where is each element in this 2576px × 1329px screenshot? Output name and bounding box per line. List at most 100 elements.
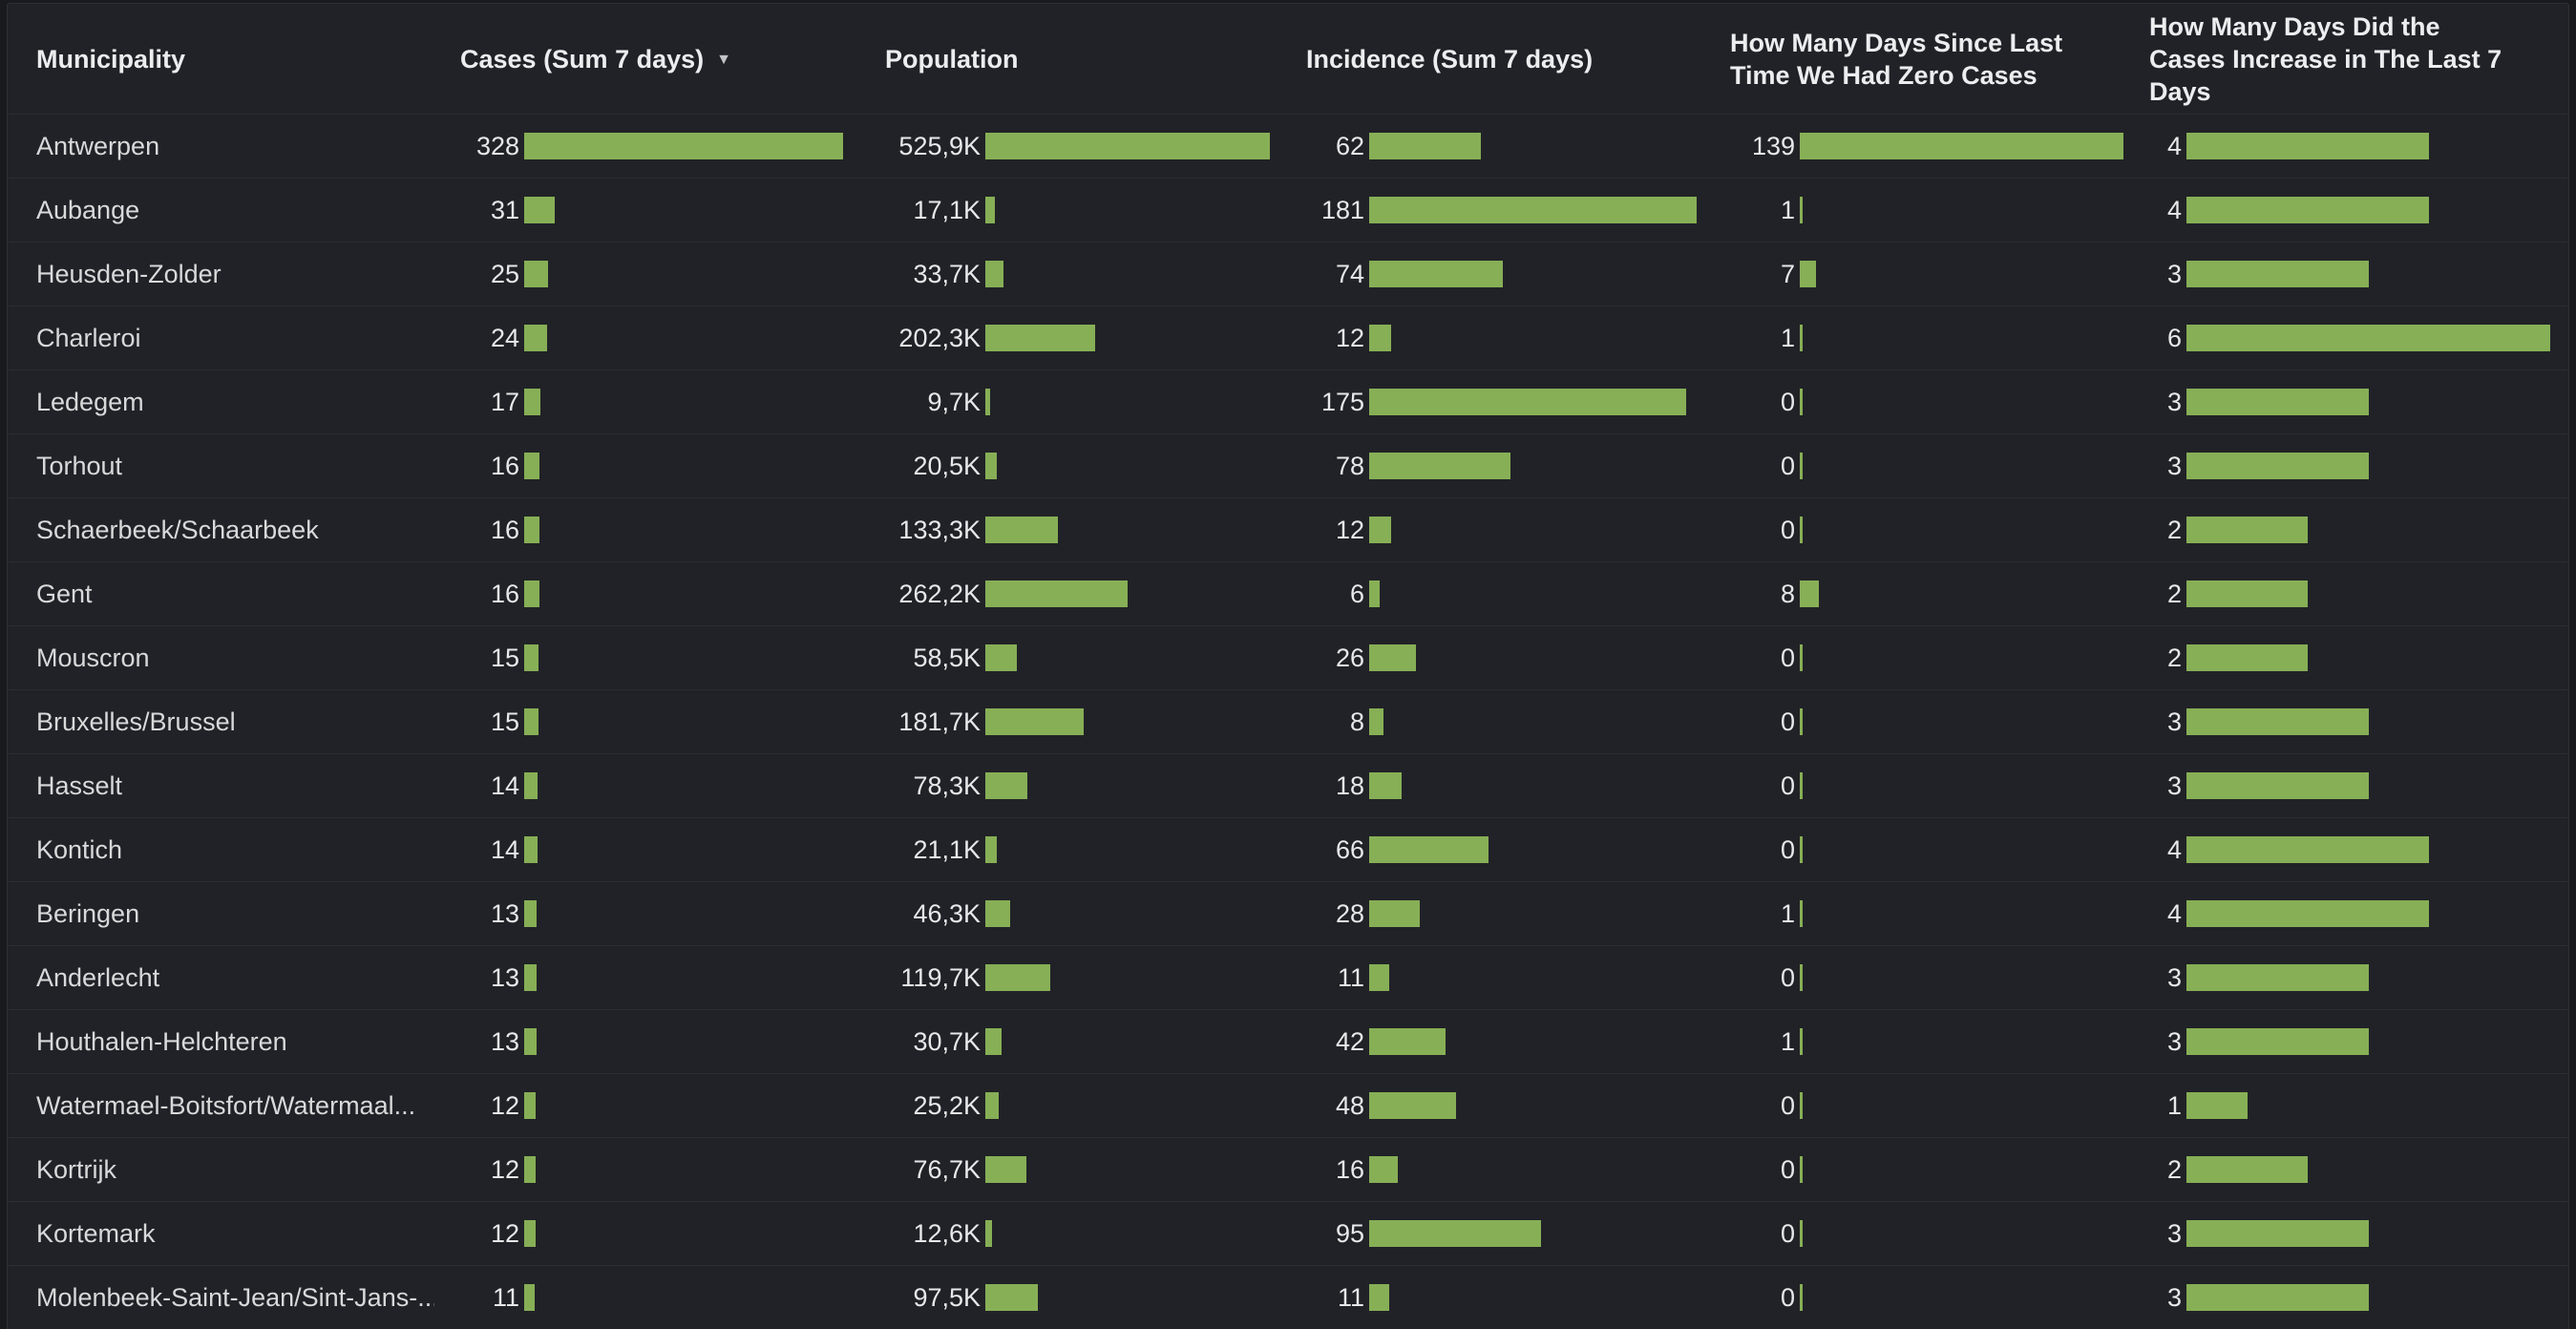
days-since-zero-gauge-track: [1800, 580, 2123, 607]
days-since-zero-value: 0: [1780, 707, 1795, 736]
population-cell: 262,2K: [861, 562, 1288, 625]
days-increase-gauge-bar: [2186, 389, 2369, 415]
days-since-zero-value: 7: [1780, 259, 1795, 288]
cases-gauge-bar: [524, 1092, 537, 1119]
days-since-zero-cell: 0: [1715, 498, 2142, 561]
days-since-zero-gauge-bar: [1800, 197, 1803, 223]
column-header-cases[interactable]: Cases (Sum 7 days) ▼: [434, 4, 861, 114]
population-gauge-bar: [985, 1092, 1000, 1119]
cases-gauge-bar: [524, 772, 538, 799]
incidence-value: 18: [1335, 770, 1364, 800]
days-since-zero-value: 0: [1780, 1090, 1795, 1120]
population-value: 119,7K: [900, 962, 981, 992]
table-row: Houthalen-Helchteren 13 30,7K 42 1 3: [8, 1009, 2568, 1073]
incidence-gauge-track: [1369, 644, 1697, 671]
cases-cell: 12: [434, 1138, 861, 1201]
days-increase-gauge-track: [2186, 580, 2550, 607]
population-gauge-track: [985, 1220, 1270, 1247]
municipality-cell: Torhout: [36, 451, 123, 480]
days-since-zero-gauge-bar: [1800, 580, 1819, 607]
population-value: 12,6K: [913, 1218, 981, 1248]
municipality-cell: Aubange: [36, 195, 140, 224]
table-row: Bruxelles/Brussel 15 181,7K 8 0 3: [8, 689, 2568, 753]
cases-gauge-track: [524, 453, 843, 479]
cases-value: 17: [490, 387, 519, 416]
days-since-zero-gauge-bar: [1800, 325, 1803, 351]
days-since-zero-cell: 8: [1715, 562, 2142, 625]
cases-gauge-bar: [524, 1028, 538, 1055]
municipality-cell: Watermael-Boitsfort/Watermaal...: [36, 1090, 416, 1120]
sort-desc-icon: ▼: [716, 51, 731, 68]
column-header-incidence[interactable]: Incidence (Sum 7 days): [1288, 4, 1715, 114]
municipality-cell: Molenbeek-Saint-Jean/Sint-Jans-...: [36, 1282, 434, 1312]
population-cell: 9,7K: [861, 370, 1288, 433]
cases-value: 328: [475, 131, 519, 160]
incidence-cell: 74: [1288, 243, 1715, 306]
days-increase-gauge-bar: [2186, 1092, 2248, 1119]
cases-gauge-bar: [524, 900, 538, 927]
population-value: 133,3K: [898, 515, 981, 544]
population-cell: 58,5K: [861, 626, 1288, 689]
incidence-gauge-bar: [1369, 836, 1489, 863]
table-panel: Municipality Cases (Sum 7 days) ▼ Popula…: [7, 3, 2569, 1329]
municipality-cell: Bruxelles/Brussel: [36, 707, 236, 736]
days-increase-value: 2: [2166, 579, 2182, 608]
municipality-cell: Ledegem: [36, 387, 144, 416]
cases-gauge-bar: [524, 453, 540, 479]
cases-gauge-track: [524, 964, 843, 991]
days-since-zero-gauge-bar: [1800, 708, 1803, 735]
days-increase-cell: 3: [2142, 1010, 2568, 1073]
population-value: 46,3K: [913, 898, 981, 928]
population-cell: 119,7K: [861, 946, 1288, 1009]
column-header-days-since-zero[interactable]: How Many Days Since Last Time We Had Zer…: [1715, 4, 2142, 114]
population-gauge-track: [985, 644, 1270, 671]
days-since-zero-gauge-bar: [1800, 133, 2123, 159]
population-value: 17,1K: [913, 195, 981, 224]
municipality-cell: Hasselt: [36, 770, 123, 800]
population-value: 25,2K: [913, 1090, 981, 1120]
incidence-cell: 11: [1288, 946, 1715, 1009]
cases-gauge-track: [524, 1284, 843, 1311]
incidence-gauge-track: [1369, 900, 1697, 927]
days-increase-gauge-bar: [2186, 517, 2308, 543]
population-gauge-bar: [985, 517, 1058, 543]
days-increase-cell: 4: [2142, 115, 2568, 178]
cases-gauge-bar: [524, 708, 539, 735]
population-gauge-track: [985, 325, 1270, 351]
days-increase-gauge-track: [2186, 517, 2550, 543]
days-increase-gauge-track: [2186, 453, 2550, 479]
days-increase-cell: 3: [2142, 243, 2568, 306]
column-header-municipality[interactable]: Municipality: [8, 4, 434, 114]
days-increase-value: 3: [2166, 1218, 2182, 1248]
incidence-gauge-track: [1369, 964, 1697, 991]
days-since-zero-gauge-bar: [1800, 964, 1803, 991]
days-since-zero-cell: 1: [1715, 179, 2142, 242]
incidence-value: 11: [1337, 1282, 1364, 1312]
population-gauge-track: [985, 1156, 1270, 1183]
days-since-zero-value: 8: [1780, 579, 1795, 608]
incidence-gauge-bar: [1369, 1092, 1456, 1119]
incidence-value: 66: [1335, 834, 1364, 864]
population-gauge-bar: [985, 644, 1018, 671]
days-since-zero-gauge-bar: [1800, 389, 1803, 415]
cases-cell: 12: [434, 1074, 861, 1137]
days-increase-gauge-track: [2186, 836, 2550, 863]
column-header-days-increase[interactable]: How Many Days Did the Cases Increase in …: [2142, 4, 2568, 114]
incidence-gauge-track: [1369, 261, 1697, 287]
population-cell: 78,3K: [861, 754, 1288, 817]
cases-cell: 11: [434, 1266, 861, 1329]
incidence-gauge-bar: [1369, 517, 1391, 543]
days-increase-cell: 3: [2142, 1266, 2568, 1329]
incidence-gauge-bar: [1369, 133, 1482, 159]
cases-value: 24: [490, 323, 519, 352]
table-row: Watermael-Boitsfort/Watermaal... 12 25,2K 4…: [8, 1073, 2568, 1137]
cases-cell: 13: [434, 1010, 861, 1073]
days-since-zero-gauge-track: [1800, 389, 2123, 415]
days-increase-value: 6: [2166, 323, 2182, 352]
cases-cell: 16: [434, 434, 861, 497]
population-value: 97,5K: [913, 1282, 981, 1312]
cases-cell: 328: [434, 115, 861, 178]
incidence-gauge-track: [1369, 517, 1697, 543]
column-header-population[interactable]: Population: [861, 4, 1288, 114]
days-increase-gauge-track: [2186, 1028, 2550, 1055]
